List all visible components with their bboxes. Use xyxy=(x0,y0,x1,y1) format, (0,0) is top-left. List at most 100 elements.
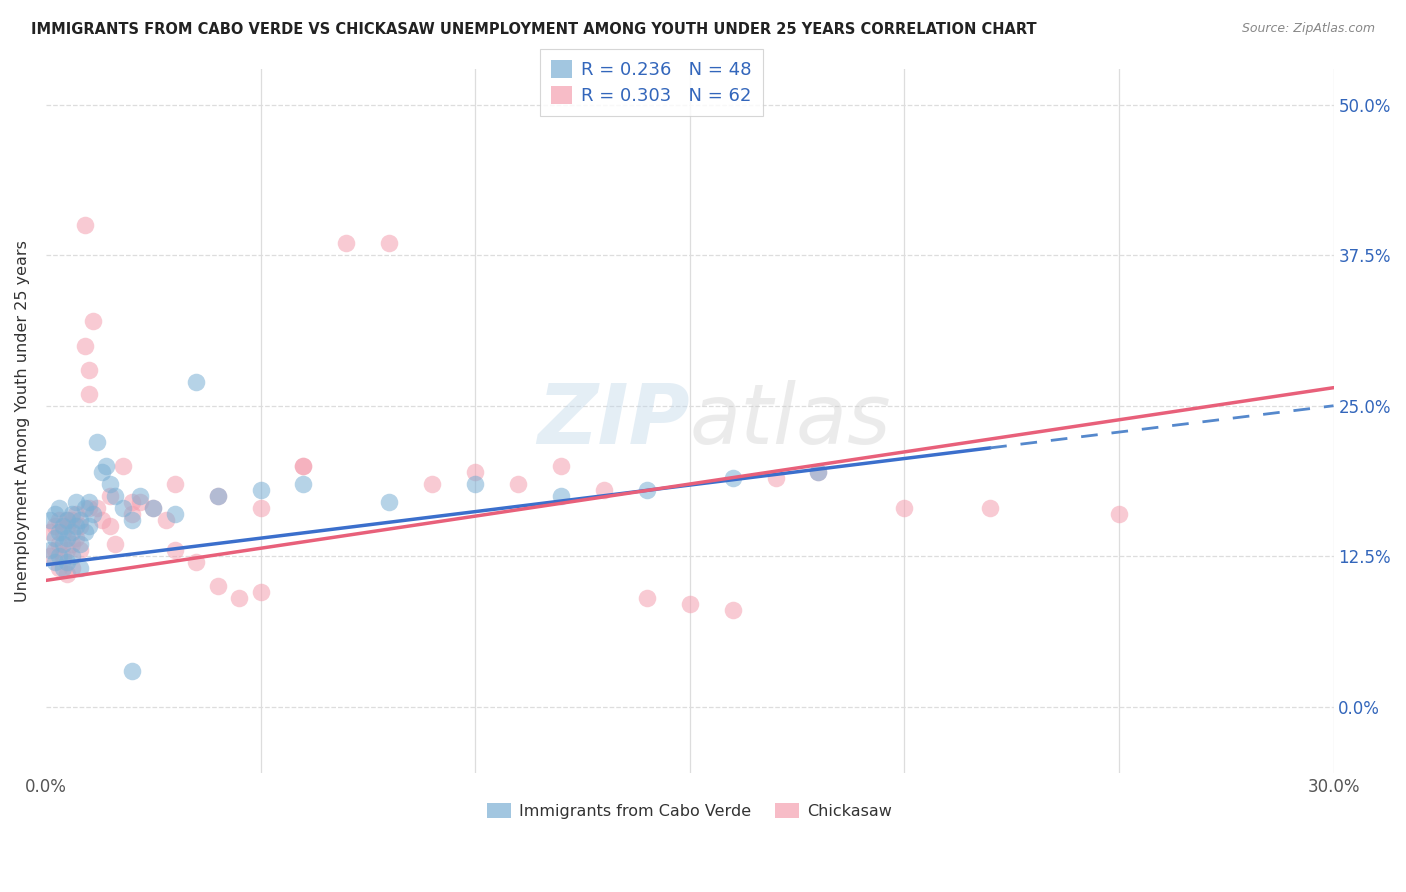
Point xyxy=(112,501,135,516)
Point xyxy=(207,579,229,593)
Point xyxy=(292,458,315,473)
Point xyxy=(636,483,658,497)
Point xyxy=(77,519,100,533)
Point xyxy=(39,549,62,564)
Point xyxy=(98,489,121,503)
Point xyxy=(48,525,70,540)
Point xyxy=(65,519,87,533)
Point xyxy=(73,525,96,540)
Point xyxy=(69,513,91,527)
Point xyxy=(550,489,572,503)
Point xyxy=(420,477,443,491)
Point xyxy=(593,483,616,497)
Point xyxy=(207,489,229,503)
Point xyxy=(506,477,529,491)
Point xyxy=(44,555,66,569)
Point xyxy=(82,507,104,521)
Point xyxy=(44,543,66,558)
Point xyxy=(48,513,70,527)
Point xyxy=(65,507,87,521)
Point xyxy=(52,549,75,564)
Point xyxy=(1108,507,1130,521)
Point xyxy=(142,501,165,516)
Point xyxy=(104,489,127,503)
Point xyxy=(207,489,229,503)
Point xyxy=(163,543,186,558)
Point xyxy=(69,519,91,533)
Point xyxy=(464,465,486,479)
Point xyxy=(39,525,62,540)
Point xyxy=(69,561,91,575)
Point xyxy=(56,513,79,527)
Point xyxy=(807,465,830,479)
Point xyxy=(94,458,117,473)
Point xyxy=(86,501,108,516)
Point xyxy=(550,458,572,473)
Point xyxy=(60,507,83,521)
Point xyxy=(39,513,62,527)
Point xyxy=(69,537,91,551)
Point xyxy=(464,477,486,491)
Point xyxy=(721,471,744,485)
Point xyxy=(77,362,100,376)
Point xyxy=(893,501,915,516)
Point xyxy=(39,543,62,558)
Point xyxy=(186,555,208,569)
Point xyxy=(77,495,100,509)
Point xyxy=(292,458,315,473)
Point xyxy=(69,543,91,558)
Point xyxy=(86,434,108,449)
Point xyxy=(77,501,100,516)
Point xyxy=(378,495,401,509)
Point xyxy=(155,513,177,527)
Point xyxy=(52,525,75,540)
Point xyxy=(73,501,96,516)
Point xyxy=(679,598,702,612)
Point xyxy=(121,495,143,509)
Point xyxy=(121,507,143,521)
Point xyxy=(52,561,75,575)
Point xyxy=(48,501,70,516)
Point xyxy=(292,477,315,491)
Point xyxy=(163,477,186,491)
Point xyxy=(104,537,127,551)
Point xyxy=(98,519,121,533)
Point xyxy=(48,537,70,551)
Point xyxy=(121,664,143,678)
Point xyxy=(52,519,75,533)
Point xyxy=(142,501,165,516)
Point xyxy=(65,495,87,509)
Point xyxy=(807,465,830,479)
Point xyxy=(129,489,152,503)
Point xyxy=(60,549,83,564)
Legend: Immigrants from Cabo Verde, Chickasaw: Immigrants from Cabo Verde, Chickasaw xyxy=(481,797,898,825)
Point xyxy=(44,507,66,521)
Point xyxy=(65,531,87,545)
Point xyxy=(77,386,100,401)
Point xyxy=(121,513,143,527)
Point xyxy=(56,555,79,569)
Point xyxy=(82,314,104,328)
Point xyxy=(112,458,135,473)
Text: atlas: atlas xyxy=(690,380,891,461)
Point xyxy=(73,218,96,232)
Point xyxy=(228,591,250,606)
Y-axis label: Unemployment Among Youth under 25 years: Unemployment Among Youth under 25 years xyxy=(15,240,30,602)
Point xyxy=(56,567,79,582)
Point xyxy=(90,465,112,479)
Text: ZIP: ZIP xyxy=(537,380,690,461)
Point xyxy=(73,338,96,352)
Point xyxy=(56,519,79,533)
Point xyxy=(98,477,121,491)
Point xyxy=(249,585,271,599)
Point xyxy=(48,561,70,575)
Point xyxy=(48,549,70,564)
Point xyxy=(979,501,1001,516)
Point xyxy=(44,519,66,533)
Point xyxy=(60,537,83,551)
Text: IMMIGRANTS FROM CABO VERDE VS CHICKASAW UNEMPLOYMENT AMONG YOUTH UNDER 25 YEARS : IMMIGRANTS FROM CABO VERDE VS CHICKASAW … xyxy=(31,22,1036,37)
Point xyxy=(60,561,83,575)
Point xyxy=(186,375,208,389)
Point xyxy=(378,236,401,251)
Point xyxy=(56,513,79,527)
